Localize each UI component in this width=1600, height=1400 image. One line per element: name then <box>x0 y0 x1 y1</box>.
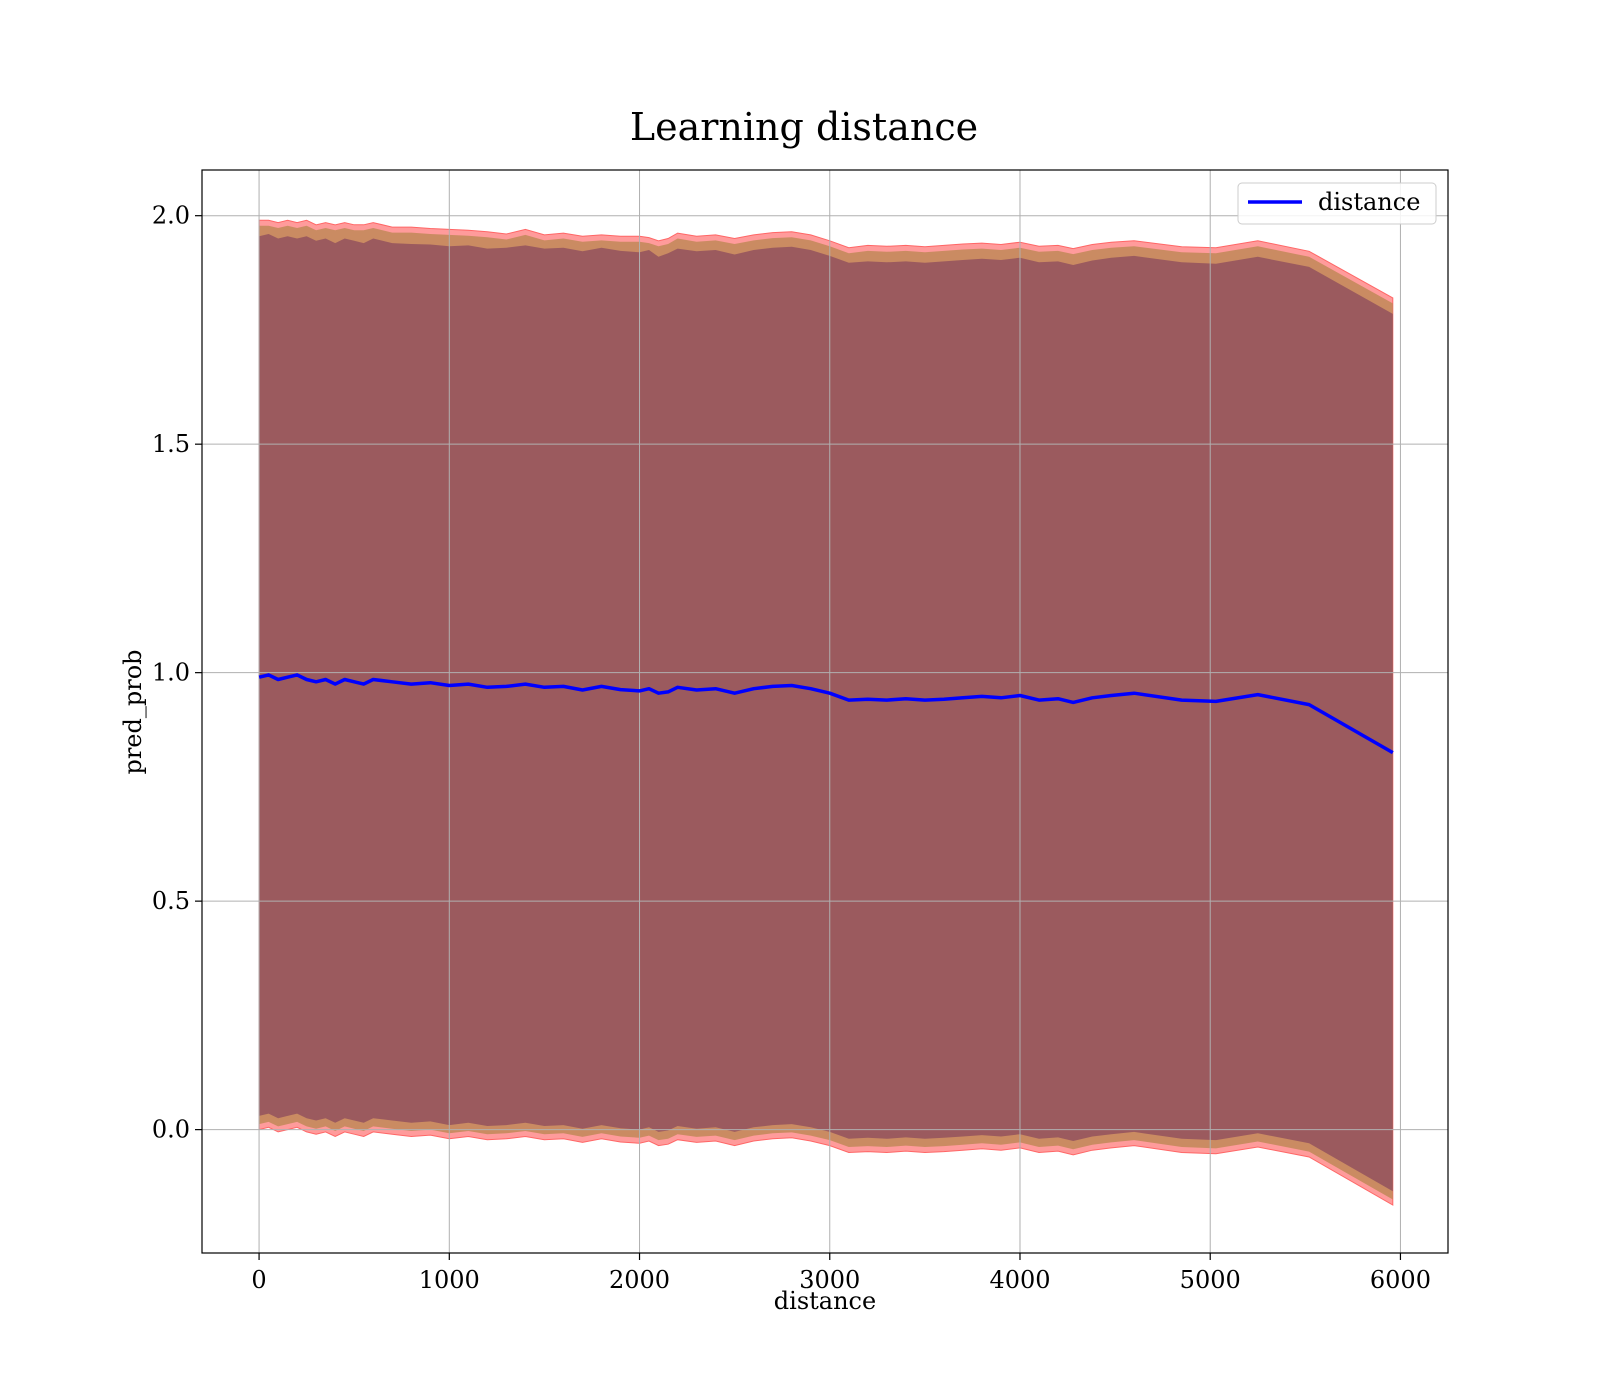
y-tick-label: 2.0 <box>152 202 190 230</box>
plot-frame <box>201 169 1449 1254</box>
plot-area <box>202 170 1448 1253</box>
y-tick-label: 1.0 <box>152 659 190 687</box>
legend-label-distance: distance <box>1318 188 1420 216</box>
x-tick-label: 1000 <box>419 1266 480 1294</box>
y-tick-label: 0.5 <box>152 887 190 915</box>
grid-lines <box>202 170 1448 1253</box>
legend-box <box>1237 182 1437 225</box>
confidence-bands <box>258 219 1394 1206</box>
y-axis-label: pred_prob <box>119 649 147 774</box>
series-lines <box>258 673 1394 755</box>
series-line-distance <box>258 673 1394 755</box>
x-tick-label: 4000 <box>989 1266 1050 1294</box>
y-tick-label: 0.0 <box>152 1116 190 1144</box>
x-axis-label: distance <box>774 1287 876 1315</box>
x-tick-label: 2000 <box>609 1266 670 1294</box>
y-tick-label: 1.5 <box>152 430 190 458</box>
x-tick-label: 3000 <box>799 1266 860 1294</box>
x-tick-label: 0 <box>251 1266 266 1294</box>
x-axis-ticks: 0 1000 2000 3000 4000 5000 6000 <box>251 1253 1431 1294</box>
band-inner <box>259 234 1393 1192</box>
x-tick-label: 6000 <box>1370 1266 1431 1294</box>
x-tick-label: 5000 <box>1180 1266 1241 1294</box>
y-axis-ticks: 0.0 0.5 1.0 1.5 2.0 <box>152 202 202 1144</box>
chart-title: Learning distance <box>630 105 978 149</box>
legend: distance <box>1237 182 1437 225</box>
